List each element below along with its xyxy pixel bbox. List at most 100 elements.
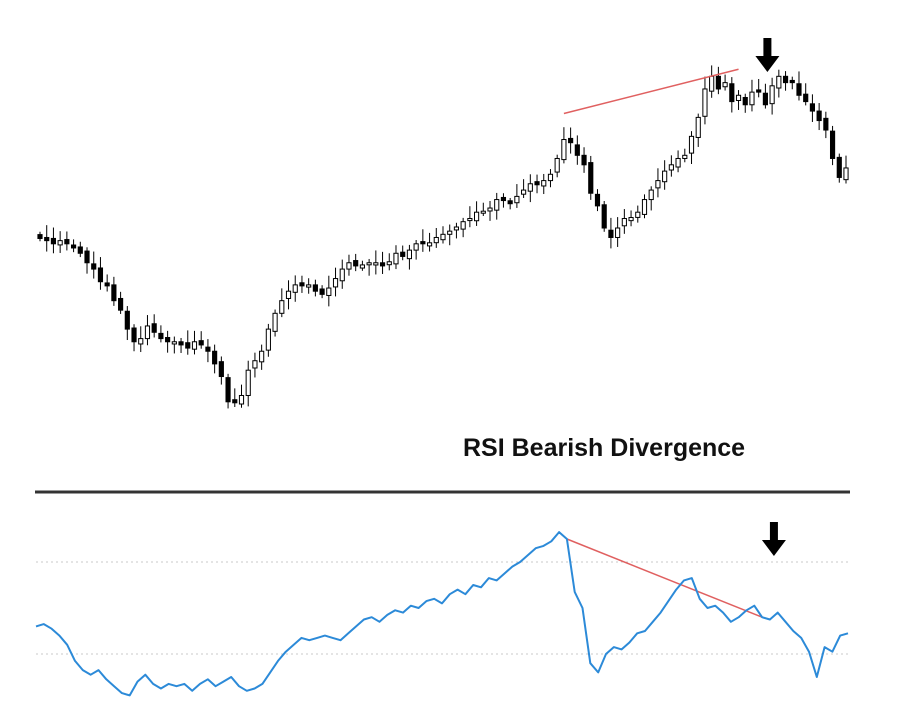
candle — [393, 245, 399, 270]
candle — [635, 205, 641, 223]
bear-candle-body — [232, 399, 238, 404]
bear-candle-body — [118, 297, 124, 311]
bull-candle-body — [285, 290, 292, 299]
bear-candle-body — [84, 250, 90, 264]
candle — [453, 222, 460, 239]
candle — [71, 239, 77, 253]
candle — [695, 113, 701, 147]
candle — [487, 200, 493, 221]
candle — [547, 169, 554, 188]
bull-candle-body — [326, 287, 332, 296]
bear-candle-body — [379, 262, 386, 267]
bull-candle-body — [749, 91, 755, 106]
candle — [97, 257, 104, 290]
candle — [138, 326, 144, 353]
bull-candle-body — [386, 261, 392, 266]
bear-candle-body — [124, 310, 130, 330]
candle — [541, 173, 547, 195]
candle — [252, 352, 258, 378]
candle — [50, 227, 57, 254]
candle — [749, 79, 755, 112]
bear-candle-body — [37, 234, 43, 239]
bear-candle-body — [91, 263, 97, 270]
bull-candle-body — [662, 170, 668, 183]
candle — [272, 309, 278, 337]
bear-candle-body — [104, 282, 110, 287]
candle — [581, 147, 587, 173]
bull-candle-body — [514, 195, 520, 204]
bear-candle-body — [218, 361, 224, 378]
candle — [769, 77, 775, 115]
candle — [165, 330, 171, 353]
price-panel — [37, 65, 849, 409]
bull-candle-body — [306, 284, 312, 288]
bull-candle-body — [554, 157, 560, 173]
bull-candle-body — [272, 312, 278, 332]
bull-candle-body — [138, 338, 144, 345]
bull-candle-body — [339, 268, 345, 282]
candle — [400, 245, 406, 261]
bull-candle-body — [265, 328, 271, 351]
bear-candle-body — [71, 244, 77, 249]
bear-candle-body — [756, 89, 762, 93]
candle — [709, 65, 715, 98]
candle — [789, 76, 795, 90]
candle — [77, 241, 83, 258]
bull-candle-body — [722, 82, 728, 88]
bull-candle-body — [682, 154, 688, 159]
bear-candle-body — [50, 237, 57, 245]
bull-candle-body — [843, 167, 849, 181]
candle — [151, 314, 157, 338]
candle — [225, 373, 231, 409]
candle — [232, 388, 238, 408]
candle — [729, 77, 735, 113]
candle — [568, 127, 574, 154]
bull-candle-body — [292, 284, 298, 293]
bear-candle-body — [762, 92, 768, 106]
bull-candle-body — [433, 236, 439, 244]
candle — [312, 279, 318, 297]
bear-candle-body — [789, 79, 795, 84]
bear-candle-body — [715, 75, 721, 90]
bull-candle-body — [541, 180, 547, 187]
candle — [319, 285, 325, 299]
candle — [91, 251, 97, 279]
candle — [285, 280, 292, 310]
candle — [212, 344, 218, 374]
candle — [111, 276, 117, 306]
bull-candle-body — [252, 360, 258, 369]
candle — [782, 71, 789, 91]
candle — [816, 103, 822, 131]
candle — [675, 150, 681, 173]
bear-candle-body — [608, 229, 614, 238]
bull-candle-body — [57, 240, 63, 246]
candle — [292, 275, 298, 302]
candle — [57, 231, 63, 253]
bull-candle-body — [494, 199, 500, 211]
candle — [762, 83, 768, 109]
bull-candle-body — [453, 226, 460, 231]
bull-candle-body — [735, 94, 742, 101]
candle — [238, 384, 245, 408]
candle — [205, 339, 211, 363]
bull-candle-body — [635, 211, 641, 218]
chart-title: RSI Bearish Divergence — [463, 434, 746, 462]
bull-candle-body — [487, 207, 493, 212]
bear-candle-body — [796, 83, 802, 96]
bull-candle-body — [702, 88, 708, 117]
bull-candle-body — [346, 262, 352, 270]
bear-candle-body — [803, 93, 809, 103]
price-annotations — [563, 38, 780, 115]
bear-candle-body — [400, 251, 406, 257]
bear-candle-body — [568, 137, 574, 144]
bull-candle-body — [413, 243, 419, 251]
candle — [648, 186, 654, 211]
bull-candle-body — [332, 278, 339, 288]
candle — [474, 201, 480, 226]
rsi-divergence-line — [566, 538, 763, 618]
price-divergence-line — [563, 68, 739, 115]
bull-candle-body — [621, 218, 627, 227]
candle — [339, 259, 345, 289]
bear-candle-body — [299, 282, 305, 287]
